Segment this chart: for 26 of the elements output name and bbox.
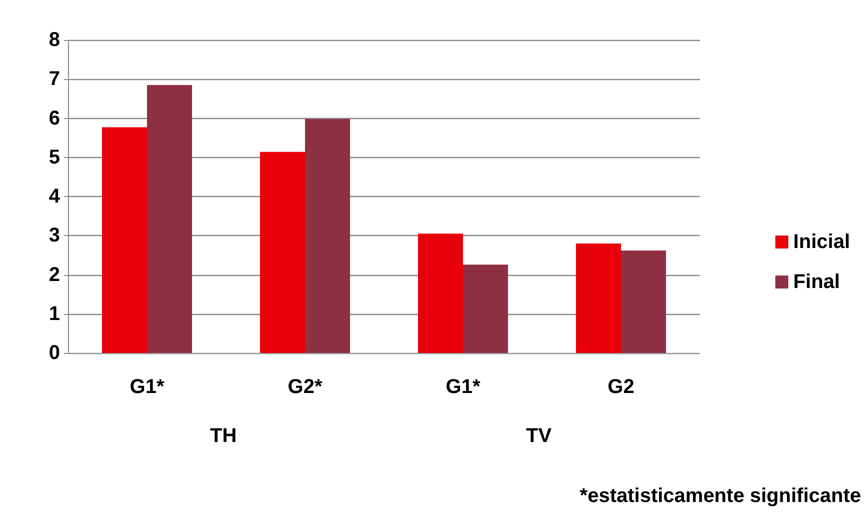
y-tick-label: 4: [48, 186, 61, 208]
bar: [147, 84, 192, 353]
legend-label: Final: [793, 271, 840, 293]
bar: [260, 152, 305, 353]
y-tick-label: 0: [48, 342, 60, 364]
y-tick-label: 6: [48, 107, 60, 130]
x-tick-label: G1*: [446, 376, 480, 398]
y-tick-label: 2: [48, 264, 60, 286]
legend-label: Inicial: [793, 231, 850, 253]
y-tick-label: 7: [48, 68, 60, 90]
bar: [576, 243, 621, 353]
y-tick-label: 5: [48, 146, 60, 168]
bar: [418, 234, 463, 353]
bar: [463, 264, 508, 353]
bar: [621, 250, 666, 353]
text: *estatisticamente significante: [580, 485, 862, 507]
y-tick-label: 1: [48, 302, 60, 325]
x-tick-label: G2: [608, 376, 634, 398]
text: TV: [526, 425, 552, 447]
y-tick-label: 3: [48, 224, 60, 247]
text: TH: [210, 425, 237, 447]
bar: [305, 119, 350, 353]
bar: [102, 127, 147, 353]
y-tick-label: 8: [48, 29, 60, 51]
x-tick-label: G2*: [288, 376, 322, 398]
x-tick-label: G1*: [130, 376, 164, 398]
